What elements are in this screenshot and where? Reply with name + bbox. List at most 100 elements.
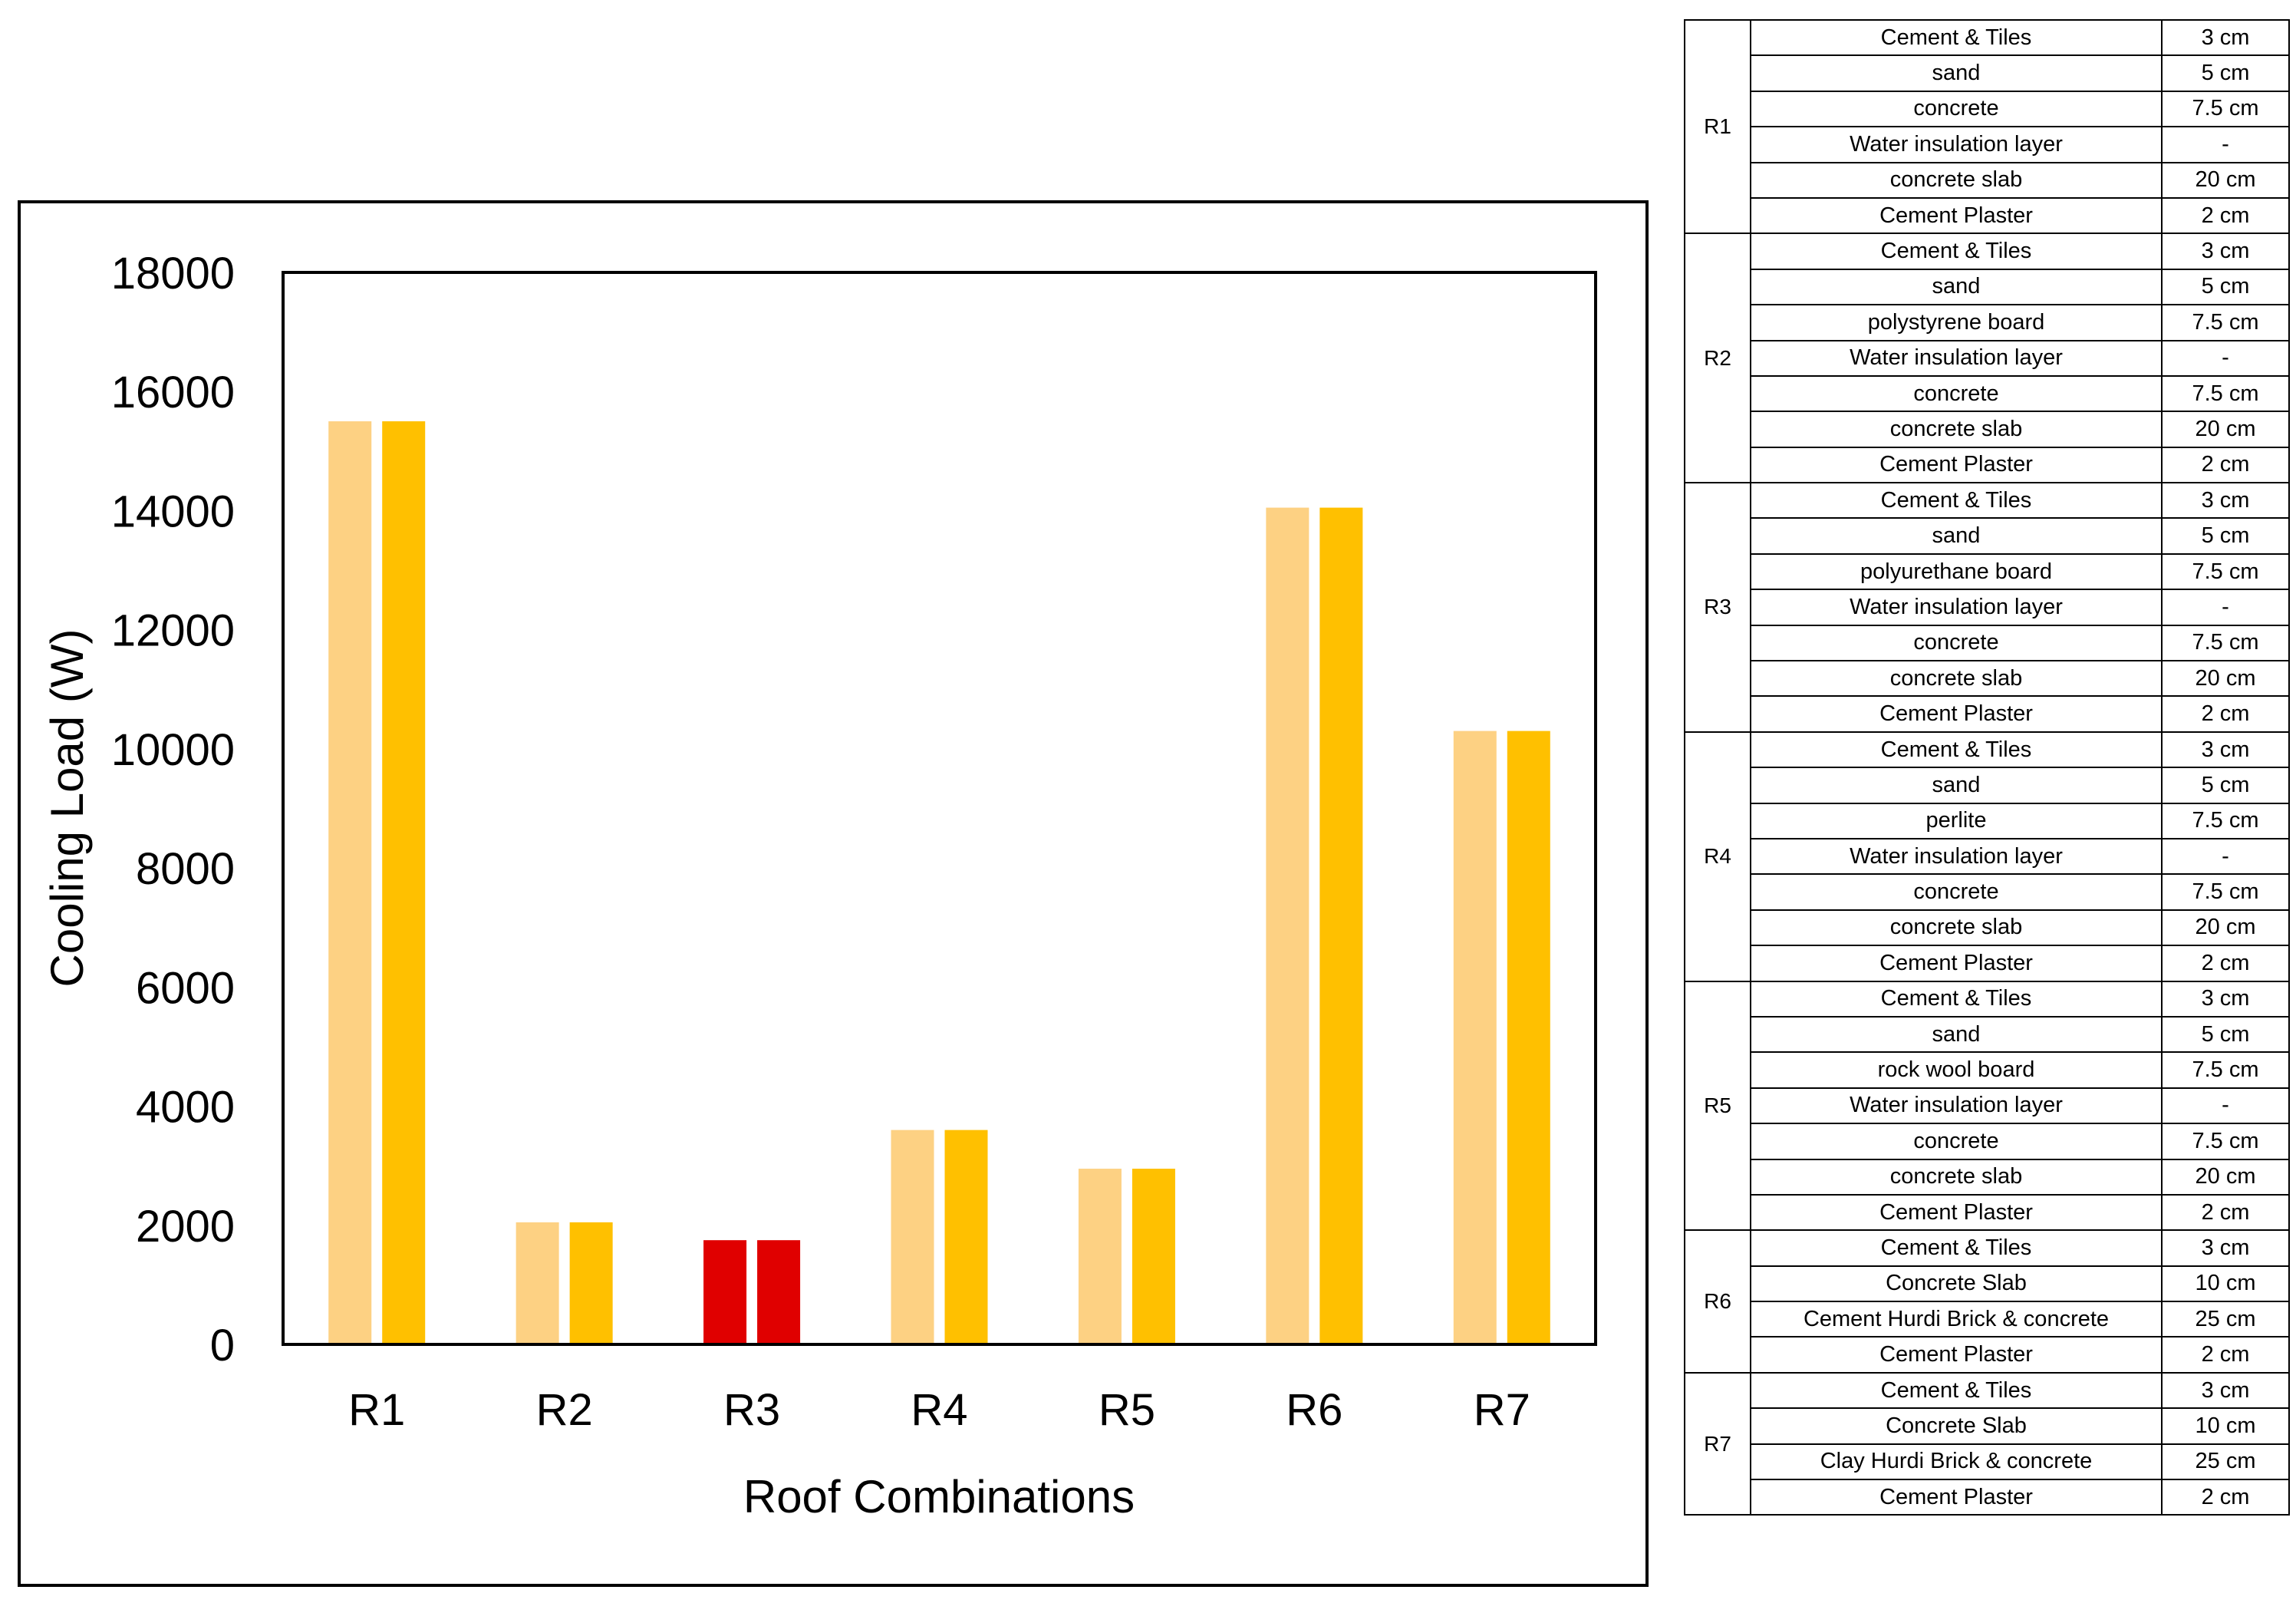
material-cell: Water insulation layer <box>1750 837 2163 876</box>
roof-group-label: R5 <box>1684 980 1751 1232</box>
table-row: R6 Cement & Tiles 3 cm <box>1684 1229 2290 1374</box>
table-row: sand 5 cm <box>1685 268 2290 306</box>
material-cell: Water insulation layer <box>1750 126 2163 163</box>
material-cell: concrete <box>1750 1123 2163 1160</box>
table-row: sand 5 cm <box>1685 517 2290 555</box>
table-row: concrete slab 20 cm <box>1685 909 2290 947</box>
table-row: perlite 7.5 cm <box>1685 802 2290 839</box>
layers-table: R1 Cement & Tiles 3 cm sand 5 cm concrete 7.5 … <box>1684 18 2290 1516</box>
material-cell: Cement Plaster <box>1750 1479 2163 1516</box>
x-tick-labels: R1 R2 R3 R4 R5 R6 R7 <box>348 1385 1530 1435</box>
thickness-cell: 2 cm <box>2161 1479 2290 1516</box>
plot-area-frame <box>282 271 1597 1346</box>
thickness-cell: 20 cm <box>2161 909 2290 947</box>
table-row: concrete slab 20 cm <box>1685 161 2290 199</box>
thickness-cell: 2 cm <box>2161 695 2290 733</box>
table-row: Cement Plaster 2 cm <box>1685 446 2290 484</box>
table-row: Water insulation layer - <box>1685 837 2290 876</box>
bar-r7-series-2 <box>1507 731 1550 1344</box>
bar-r6-series-2 <box>1319 507 1363 1344</box>
bar-r5-series-2 <box>1132 1169 1175 1344</box>
x-tick-label: R1 <box>348 1385 405 1435</box>
thickness-cell: 3 cm <box>2161 1229 2290 1267</box>
thickness-cell: 20 cm <box>2161 1158 2290 1196</box>
bar-r4-series-2 <box>944 1130 988 1344</box>
bar-r3-series-1 <box>703 1240 747 1344</box>
material-cell: Cement & Tiles <box>1750 233 2163 270</box>
thickness-cell: 3 cm <box>2161 482 2290 519</box>
table-row: concrete 7.5 cm <box>1685 624 2290 662</box>
y-tick-label: 18000 <box>111 249 235 299</box>
bar-r1-series-2 <box>382 421 426 1344</box>
table-row: concrete slab 20 cm <box>1685 411 2290 448</box>
roof-group-label: R3 <box>1684 482 1751 733</box>
thickness-cell: 2 cm <box>2161 1336 2290 1374</box>
roof-group-label: R1 <box>1684 18 1751 235</box>
roof-layers-table: R1 Cement & Tiles 3 cm sand 5 cm concrete 7.5 … <box>1684 18 2296 1516</box>
material-cell: polyurethane board <box>1750 552 2163 591</box>
chart-outer-frame <box>18 200 1649 1587</box>
material-cell: Cement & Tiles <box>1750 18 2163 57</box>
thickness-cell: 25 cm <box>2161 1443 2290 1481</box>
y-axis-title: Cooling Load (W) <box>41 629 93 988</box>
table-row: R3 Cement & Tiles 3 cm <box>1684 482 2290 733</box>
layers-table-body: R1 Cement & Tiles 3 cm sand 5 cm concrete 7.5 … <box>1684 18 2290 1516</box>
table-row: rock wool board 7.5 cm <box>1685 1051 2290 1089</box>
material-cell: Clay Hurdi Brick & concrete <box>1750 1443 2163 1481</box>
material-cell: sand <box>1750 54 2163 92</box>
material-cell: sand <box>1750 1015 2163 1054</box>
table-row: R2 Cement & Tiles 3 cm <box>1684 233 2290 484</box>
material-cell: concrete slab <box>1750 660 2163 698</box>
material-cell: concrete <box>1750 90 2163 128</box>
material-cell: polystyrene board <box>1750 304 2163 341</box>
thickness-cell: 3 cm <box>2161 18 2290 57</box>
table-row: R5 Cement & Tiles 3 cm <box>1684 980 2290 1232</box>
table-row: concrete slab 20 cm <box>1685 660 2290 698</box>
thickness-cell: 7.5 cm <box>2161 304 2290 341</box>
table-row: concrete 7.5 cm <box>1685 1123 2290 1160</box>
material-cell: Cement Plaster <box>1750 446 2163 484</box>
material-cell: concrete slab <box>1750 909 2163 947</box>
y-tick-label: 12000 <box>111 606 235 656</box>
thickness-cell: 5 cm <box>2161 1015 2290 1054</box>
table-row: Cement Plaster 2 cm <box>1685 695 2290 733</box>
y-tick-label: 6000 <box>136 963 235 1013</box>
thickness-cell: 7.5 cm <box>2161 552 2290 591</box>
roof-group-label: R4 <box>1684 731 1751 982</box>
table-row: Cement Plaster 2 cm <box>1685 196 2290 235</box>
thickness-cell: - <box>2161 589 2290 626</box>
thickness-cell: 5 cm <box>2161 517 2290 555</box>
table-row: sand 5 cm <box>1685 767 2290 804</box>
bar-r2-series-2 <box>569 1222 613 1344</box>
material-cell: concrete slab <box>1750 161 2163 199</box>
bar-r5-series-1 <box>1078 1169 1122 1344</box>
table-row: polystyrene board 7.5 cm <box>1685 304 2290 341</box>
material-cell: Cement & Tiles <box>1750 980 2163 1018</box>
material-cell: rock wool board <box>1750 1051 2163 1089</box>
material-cell: Cement Plaster <box>1750 196 2163 235</box>
table-row: polyurethane board 7.5 cm <box>1685 552 2290 591</box>
thickness-cell: 2 cm <box>2161 1193 2290 1232</box>
thickness-cell: 20 cm <box>2161 161 2290 199</box>
material-cell: Concrete Slab <box>1750 1407 2163 1445</box>
x-tick-label: R5 <box>1099 1385 1155 1435</box>
thickness-cell: 7.5 cm <box>2161 1123 2290 1160</box>
x-tick-label: R4 <box>911 1385 967 1435</box>
x-tick-label: R6 <box>1286 1385 1342 1435</box>
thickness-cell: - <box>2161 339 2290 377</box>
bar-r6-series-1 <box>1266 507 1309 1344</box>
table-row: concrete 7.5 cm <box>1685 90 2290 128</box>
table-row: concrete 7.5 cm <box>1685 873 2290 911</box>
material-cell: sand <box>1750 517 2163 555</box>
table-row: Cement Plaster 2 cm <box>1685 945 2290 982</box>
thickness-cell: - <box>2161 126 2290 163</box>
x-tick-label: R2 <box>536 1385 593 1435</box>
table-row: Concrete Slab 10 cm <box>1685 1407 2290 1445</box>
thickness-cell: - <box>2161 1087 2290 1125</box>
material-cell: sand <box>1750 268 2163 306</box>
material-cell: concrete <box>1750 624 2163 662</box>
material-cell: Water insulation layer <box>1750 339 2163 377</box>
material-cell: Cement & Tiles <box>1750 1229 2163 1267</box>
bar-r4-series-1 <box>891 1130 934 1344</box>
